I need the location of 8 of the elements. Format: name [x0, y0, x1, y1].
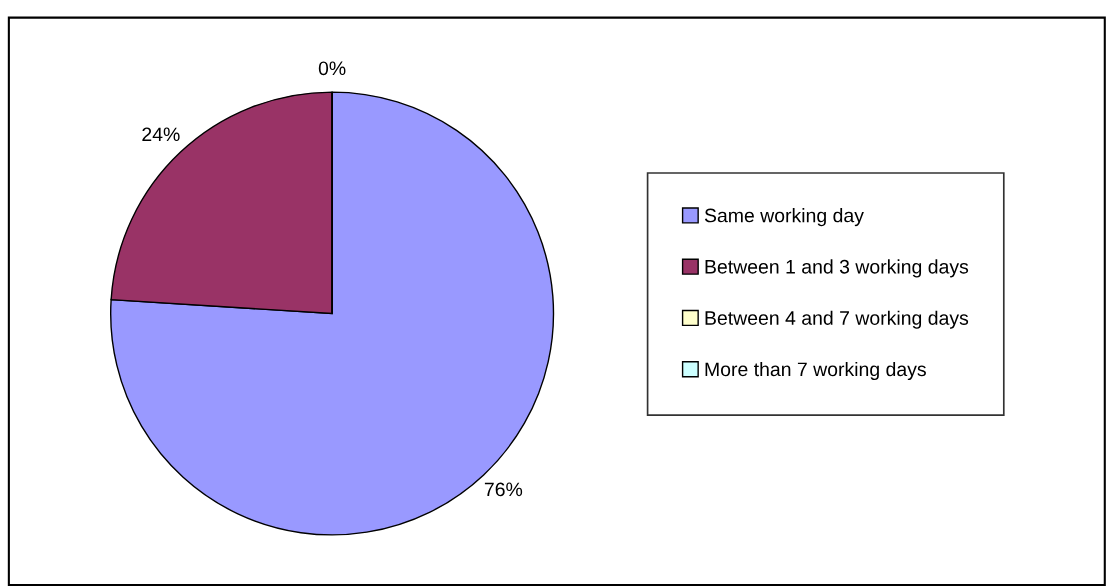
data-label: 24% [142, 127, 180, 142]
pie-slice [110, 91, 555, 536]
legend-label: Same working day [704, 208, 864, 227]
data-label: 76% [484, 482, 523, 497]
legend-label: Between 4 and 7 working days [705, 310, 969, 329]
legend-label: Between 1 and 3 working days [705, 259, 969, 278]
text: 0% [318, 61, 346, 76]
legend-label: More than 7 working days [705, 361, 926, 381]
